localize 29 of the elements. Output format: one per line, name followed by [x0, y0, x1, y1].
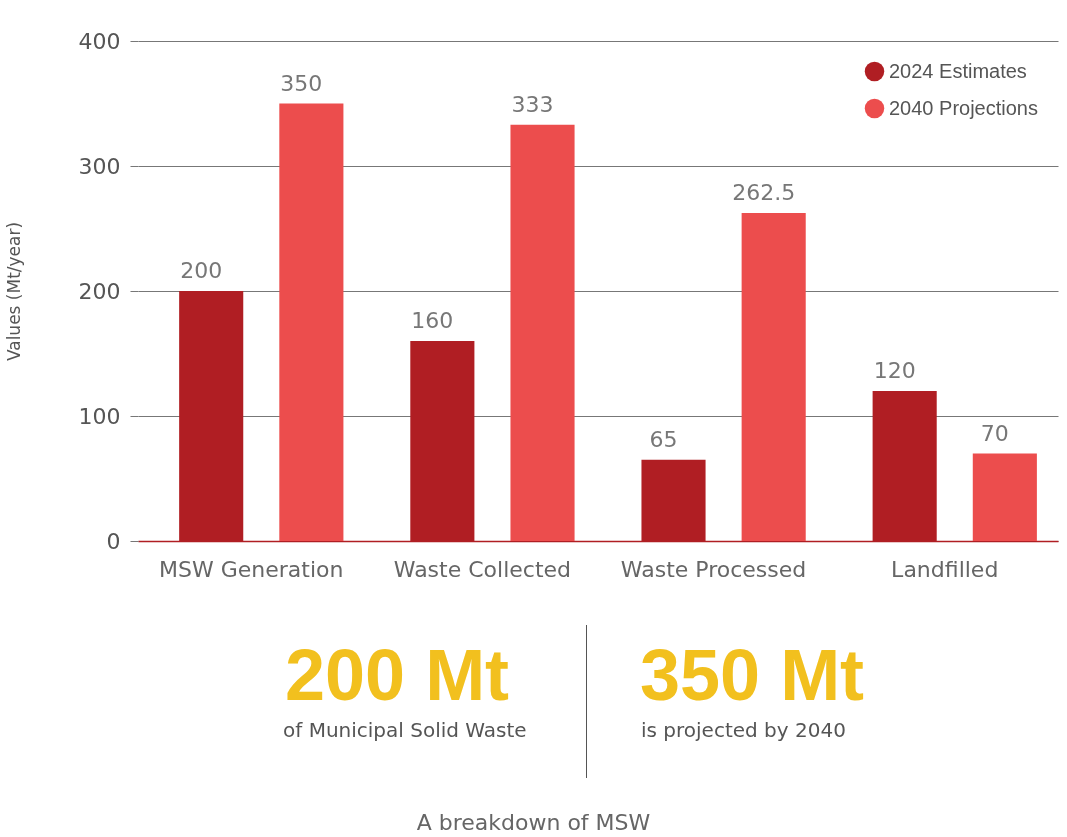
text: 350 Mt: [640, 635, 865, 715]
x-tick-label: Waste Collected: [393, 556, 572, 582]
bar: [510, 124, 575, 541]
data-label: 65: [649, 426, 678, 452]
x-tick-label: MSW Generation: [159, 556, 344, 582]
bar: [972, 453, 1037, 541]
y-axis-title: Values (Mt/year): [3, 221, 24, 362]
text: is projected by 2040: [641, 718, 846, 742]
y-tick-label: 300: [78, 153, 121, 179]
x-tick-label: Waste Processed: [620, 556, 807, 582]
legend-label: 2024 Estimates: [889, 59, 1027, 82]
data-label: 70: [980, 420, 1009, 446]
y-tick-label: 400: [78, 28, 121, 54]
x-tick-label: Landfilled: [891, 556, 999, 582]
data-label: 350: [280, 70, 323, 96]
bar: [741, 212, 806, 541]
data-label: 200: [180, 258, 223, 283]
bar: [279, 103, 344, 541]
y-tick-label: 200: [78, 278, 121, 304]
data-label: 262.5: [732, 179, 796, 205]
text: A breakdown of MSW: [415, 810, 652, 835]
legend-label: 2040 Projections: [889, 96, 1038, 119]
data-label: 120: [873, 358, 916, 383]
y-tick-label: 0: [106, 528, 121, 554]
y-tick-label: 100: [78, 403, 121, 429]
text: 200 Mt: [285, 635, 510, 715]
text: of Municipal Solid Waste: [283, 718, 527, 742]
data-label: 333: [511, 91, 554, 117]
data-label: 160: [411, 308, 454, 333]
